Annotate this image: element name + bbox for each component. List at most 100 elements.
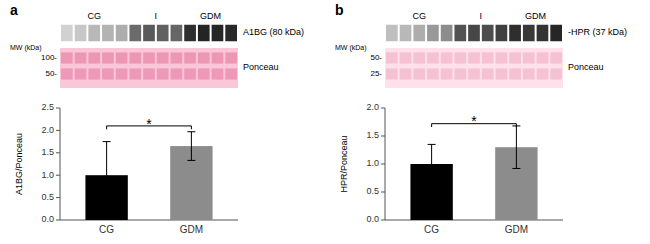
mw-tick-label: 25- (370, 69, 382, 78)
ponceau-band (468, 52, 480, 63)
ponceau-band (143, 68, 155, 79)
y-tick (381, 192, 385, 193)
ponceau-band (225, 68, 237, 79)
ponceau-label: Ponceau (568, 62, 604, 72)
y-tick (381, 108, 385, 109)
ponceau-band (386, 52, 398, 63)
wb-background (60, 22, 238, 44)
wb-band (198, 25, 210, 42)
ponceau-band (61, 68, 73, 79)
group-label: GDM (200, 11, 221, 21)
ponceau-band (157, 52, 169, 63)
bar-panel: 0.00.51.01.52.02.5A1BG/PonceauCGGDM* (14, 102, 238, 235)
ponceau-band (523, 52, 535, 63)
y-tick-label: 1.5 (41, 147, 54, 157)
y-tick-label: 0.5 (366, 186, 379, 196)
ponceau-background (385, 48, 563, 88)
wb-band (386, 25, 398, 42)
ponceau-background (60, 48, 238, 88)
ponceau-band (482, 52, 494, 63)
wb-band (129, 25, 141, 42)
wb-label: A1BG (80 kDa) (243, 27, 304, 37)
ponceau-band (427, 52, 439, 63)
x-tick-label: CG (99, 224, 114, 235)
y-axis-line (385, 108, 386, 220)
wb-band (509, 25, 521, 42)
ponceau-band (198, 68, 210, 79)
ponceau-band (157, 68, 169, 79)
ponceau-band (509, 68, 521, 79)
mw-tick-label: 50- (370, 53, 382, 62)
ponceau-band (129, 52, 141, 63)
group-label: CG (87, 11, 101, 21)
ponceau-band (509, 52, 521, 63)
ponceau-band (143, 52, 155, 63)
bar-panel: 0.00.51.01.52.0HPR/PonceauCGGDM* (339, 102, 563, 235)
y-axis-label: A1BG/Ponceau (14, 133, 24, 195)
ponceau-band (413, 52, 425, 63)
ponceau-band (116, 52, 128, 63)
y-tick (56, 220, 60, 221)
y-tick-label: 0.0 (366, 214, 379, 224)
ponceau-band (225, 52, 237, 63)
significance-star: * (146, 116, 152, 132)
y-tick (56, 130, 60, 131)
wb-label: -HPR (37 kDa) (568, 27, 627, 37)
error-bar (428, 144, 436, 183)
y-axis-label: HPR/Ponceau (339, 135, 349, 192)
ponceau-band (88, 68, 100, 79)
ponceau-band (171, 52, 183, 63)
x-tick-label: GDM (505, 224, 528, 235)
ponceau-band (427, 68, 439, 79)
error-bar (103, 142, 111, 209)
wb-band (171, 25, 183, 42)
wb-band (225, 25, 237, 42)
mw-label: MW (kDa) (10, 44, 42, 52)
mw-label: MW (kDa) (335, 44, 367, 52)
wb-band (102, 25, 114, 42)
wb-band (537, 25, 549, 42)
wb-band (75, 25, 87, 42)
ponceau-band (537, 52, 549, 63)
ponceau-band (102, 68, 114, 79)
wb-background (385, 22, 563, 44)
ponceau-band (454, 68, 466, 79)
ponceau-band (198, 52, 210, 63)
ponceau-band (88, 52, 100, 63)
ponceau-band (413, 68, 425, 79)
blot-panel: bCGIGDM-HPR (37 kDa)PonceauMW (kDa)50-25… (335, 2, 627, 88)
ponceau-band (468, 68, 480, 79)
wb-band (441, 25, 453, 42)
ponceau-band (212, 68, 224, 79)
significance-star: * (471, 113, 477, 129)
ponceau-band (400, 52, 412, 63)
ponceau-band (184, 52, 196, 63)
wb-band (496, 25, 508, 42)
ponceau-band (496, 68, 508, 79)
ponceau-band (75, 52, 87, 63)
y-tick (56, 197, 60, 198)
wb-band (550, 25, 562, 42)
mw-tick-label: 50- (45, 69, 57, 78)
ponceau-band (61, 52, 73, 63)
ponceau-band (212, 52, 224, 63)
wb-band (143, 25, 155, 42)
ponceau-band (550, 52, 562, 63)
wb-band (184, 25, 196, 42)
error-bar (187, 132, 195, 161)
y-tick (381, 220, 385, 221)
ponceau-band (523, 68, 535, 79)
wb-band (413, 25, 425, 42)
x-tick-label: GDM (180, 224, 203, 235)
group-label: I (480, 11, 483, 21)
y-tick-label: 2.0 (41, 125, 54, 135)
y-tick (381, 136, 385, 137)
ponceau-band (75, 68, 87, 79)
y-tick-label: 1.0 (366, 158, 379, 168)
ponceau-band (116, 68, 128, 79)
y-tick-label: 2.0 (366, 102, 379, 112)
y-axis-line (60, 108, 61, 220)
ponceau-label: Ponceau (243, 62, 279, 72)
y-tick (56, 175, 60, 176)
wb-band (157, 25, 169, 42)
